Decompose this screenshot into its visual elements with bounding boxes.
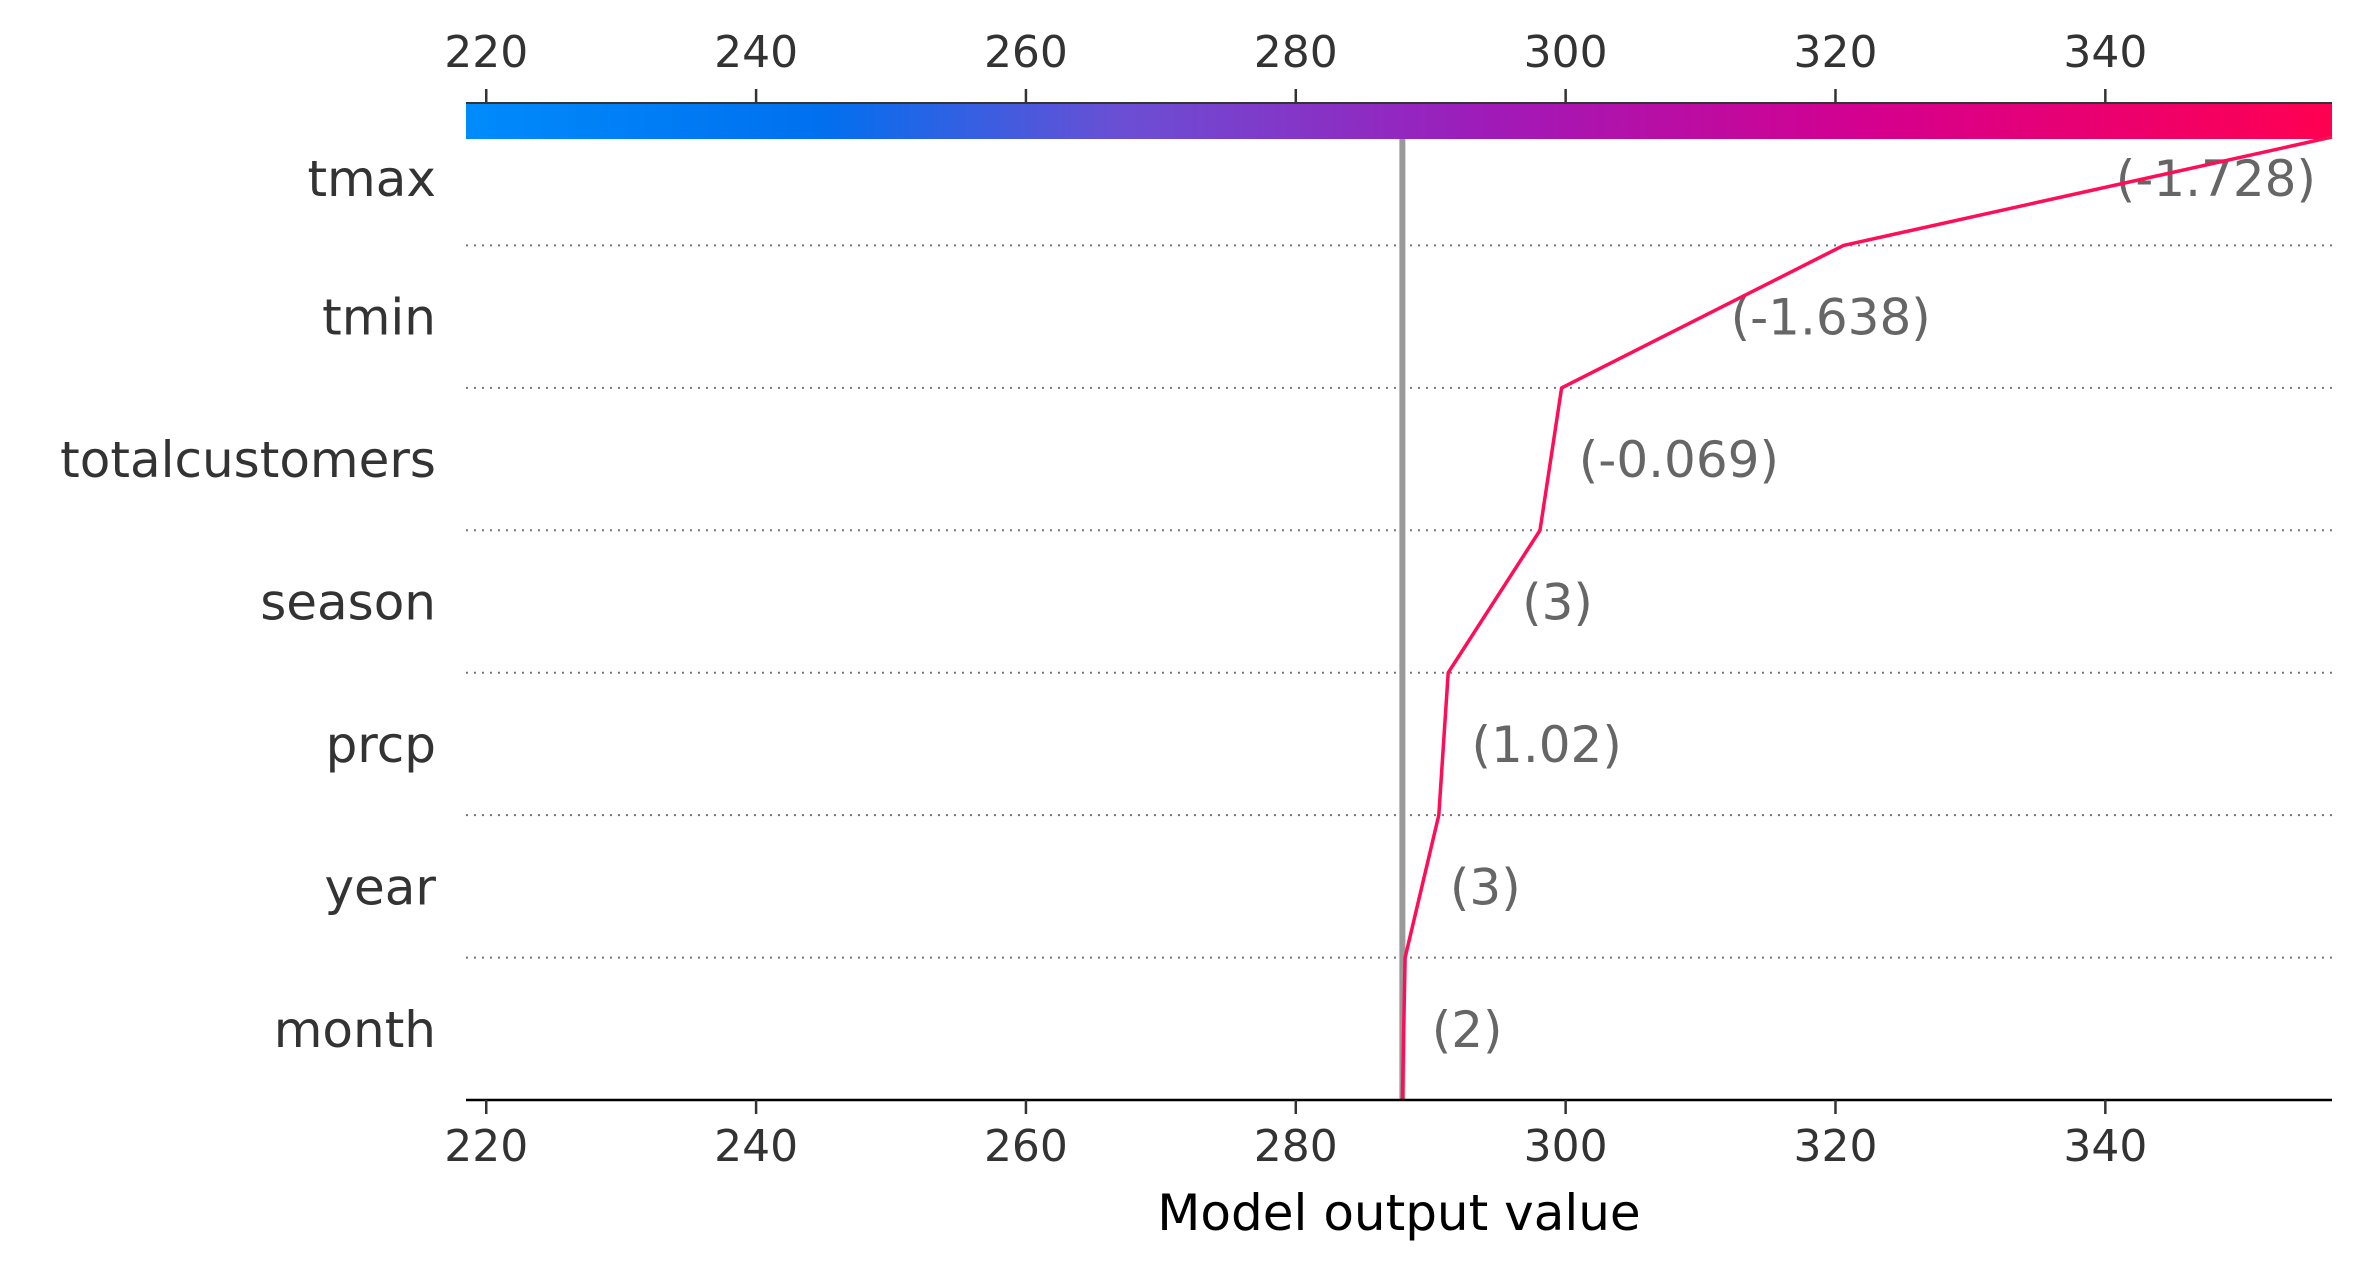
top-tick-label: 280 bbox=[1254, 27, 1338, 78]
top-tick-label: 240 bbox=[714, 27, 798, 78]
feature-value-tmin: (-1.638) bbox=[1731, 289, 1931, 347]
bottom-tick-label: 260 bbox=[984, 1121, 1068, 1172]
top-tick-label: 260 bbox=[984, 27, 1068, 78]
bottom-axis-ticks: 220 240 260 280 300 320 340 bbox=[444, 1100, 2147, 1172]
decision-path-line bbox=[1400, 135, 2333, 1101]
feature-label-month: month bbox=[274, 1001, 436, 1059]
feature-label-prcp: prcp bbox=[326, 716, 436, 774]
x-axis-title: Model output value bbox=[1157, 1184, 1640, 1242]
colorbar-gradient bbox=[466, 103, 2332, 139]
top-tick-label: 340 bbox=[2063, 27, 2147, 78]
feature-value-month: (2) bbox=[1432, 1001, 1503, 1059]
feature-labels: tmax tmin totalcustomers season prcp year mont… bbox=[60, 150, 436, 1059]
feature-label-tmin: tmin bbox=[322, 289, 436, 347]
row-gridlines bbox=[466, 244, 2332, 959]
bottom-tick-label: 340 bbox=[2063, 1121, 2147, 1172]
feature-value-year: (3) bbox=[1450, 858, 1521, 916]
feature-value-season: (3) bbox=[1522, 574, 1593, 632]
bottom-tick-label: 220 bbox=[444, 1121, 528, 1172]
bottom-tick-label: 320 bbox=[1793, 1121, 1877, 1172]
bottom-tick-label: 300 bbox=[1524, 1121, 1608, 1172]
feature-value-labels: (-1.728)(-1.638)(-0.069)(3)(1.02)(3)(2) bbox=[1432, 150, 2316, 1059]
feature-label-tmax: tmax bbox=[307, 150, 436, 208]
feature-label-year: year bbox=[324, 858, 436, 916]
bottom-tick-label: 280 bbox=[1254, 1121, 1338, 1172]
colorbar bbox=[466, 102, 2332, 139]
feature-value-prcp: (1.02) bbox=[1472, 716, 1622, 774]
top-tick-label: 320 bbox=[1793, 27, 1877, 78]
top-axis-ticks: 220 240 260 280 300 320 340 bbox=[444, 27, 2147, 103]
feature-label-season: season bbox=[260, 574, 436, 632]
top-tick-label: 220 bbox=[444, 27, 528, 78]
bottom-tick-label: 240 bbox=[714, 1121, 798, 1172]
top-tick-label: 300 bbox=[1524, 27, 1608, 78]
feature-value-totalcustomers: (-0.069) bbox=[1579, 431, 1779, 489]
feature-label-totalcustomers: totalcustomers bbox=[60, 431, 436, 489]
